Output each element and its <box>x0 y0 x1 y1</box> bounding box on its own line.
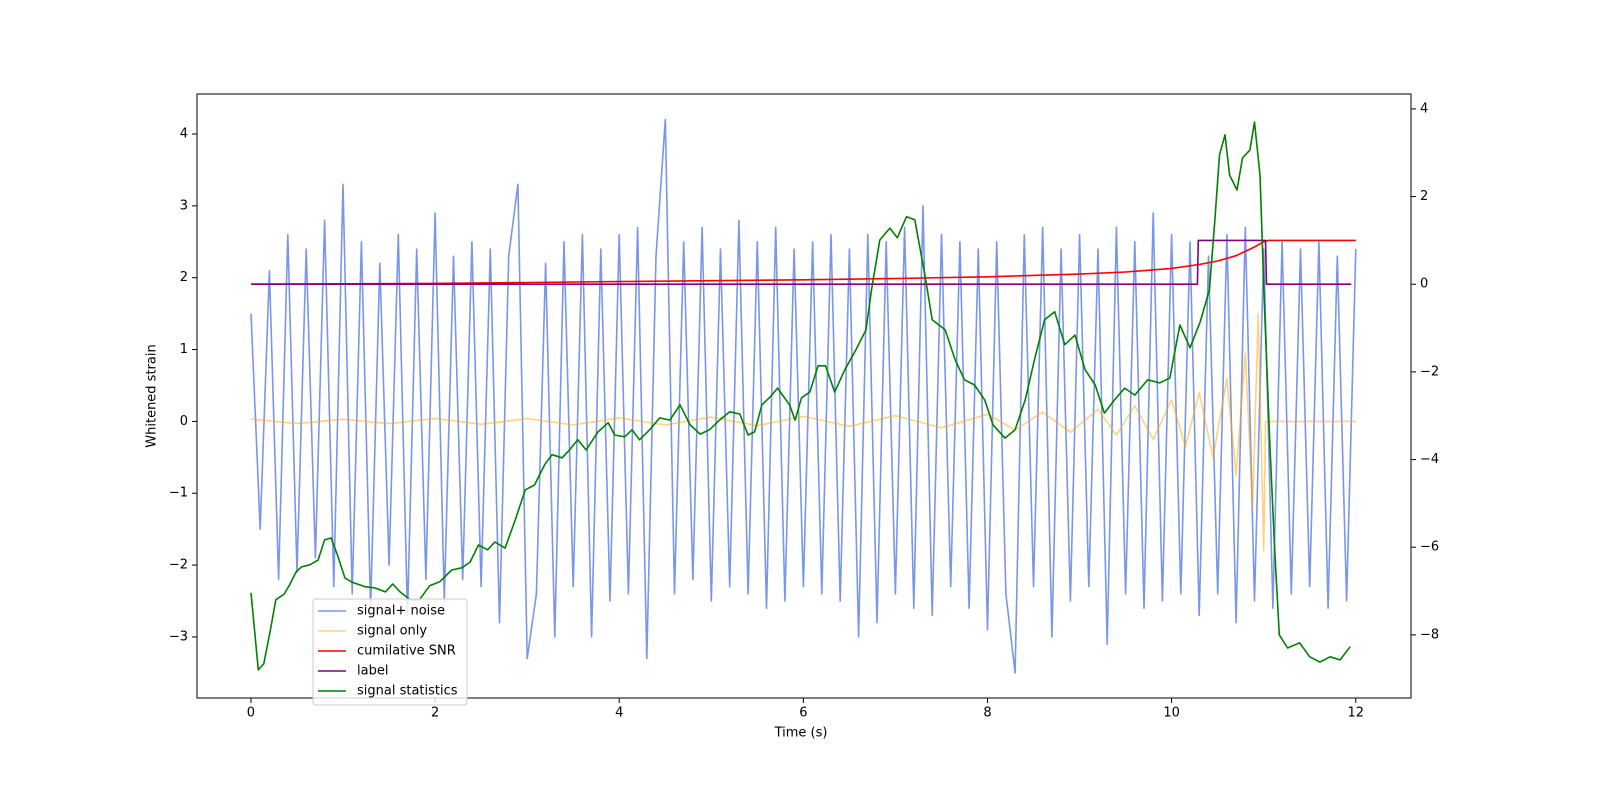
x-tick-label: 8 <box>983 706 991 721</box>
x-tick-label: 0 <box>247 706 255 721</box>
y2-tick-label: 2 <box>1420 189 1428 204</box>
legend: signal+ noise signal only cumilative SNR la… <box>312 598 468 706</box>
x-axis-label: Time (s) <box>774 726 828 741</box>
legend-box <box>312 598 468 706</box>
legend-label: cumilative SNR <box>357 644 456 659</box>
y2-tick-label: −4 <box>1420 452 1439 467</box>
y2-tick-label: 4 <box>1420 101 1428 116</box>
legend-label: label <box>357 664 388 679</box>
series-line <box>250 118 1357 674</box>
series-line <box>251 239 1352 285</box>
y-tick-label: 3 <box>180 198 188 213</box>
legend-label: signal statistics <box>357 684 458 699</box>
y2-tick-label: −2 <box>1420 364 1439 379</box>
y-tick-label: −2 <box>169 558 188 573</box>
y2-tick-label: −8 <box>1420 627 1439 642</box>
x-tick-label: 4 <box>615 706 623 721</box>
y-tick-label: −1 <box>169 486 188 501</box>
y2-tick-label: −6 <box>1420 540 1439 555</box>
y-tick-label: 1 <box>180 342 188 357</box>
y-axis-label: Whitened strain <box>145 344 160 447</box>
y-tick-label: −3 <box>169 629 188 644</box>
x-tick-label: 6 <box>799 706 807 721</box>
y-tick-label: 0 <box>180 414 188 429</box>
x-tick-label: 12 <box>1347 706 1364 721</box>
x-tick-label: 10 <box>1163 706 1180 721</box>
y-tick-label: 2 <box>180 270 188 285</box>
y-tick-label: 4 <box>180 127 188 142</box>
legend-label: signal+ noise <box>357 604 445 619</box>
y2-tick-label: 0 <box>1420 277 1428 292</box>
plot-frame <box>196 93 1412 699</box>
series-line <box>250 312 1356 552</box>
x-tick-label: 2 <box>431 706 439 721</box>
legend-label: signal only <box>357 624 427 639</box>
series-line <box>250 239 1356 285</box>
